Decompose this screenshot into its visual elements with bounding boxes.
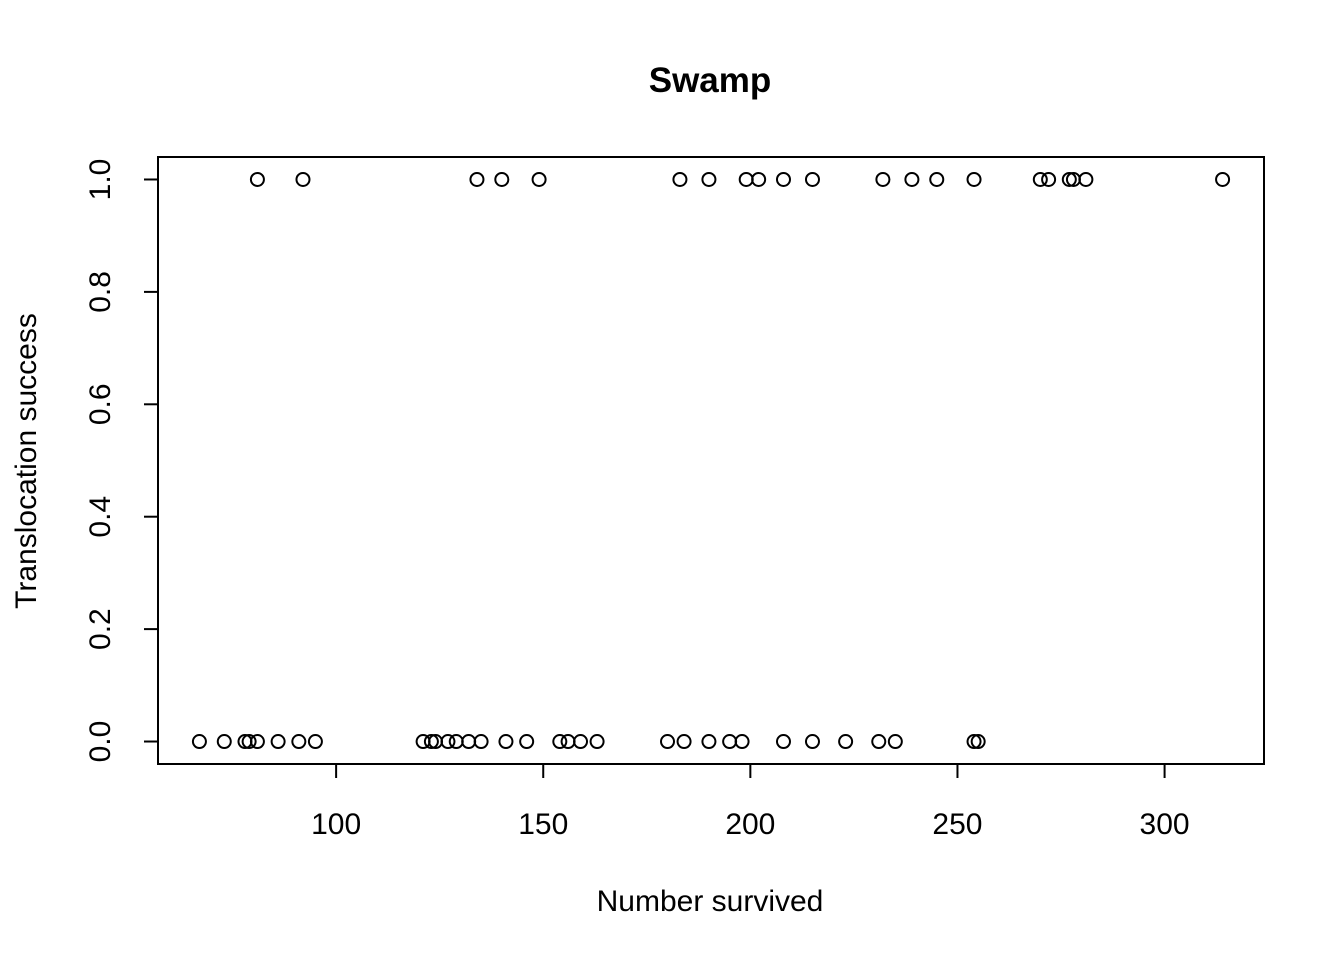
data-point (875, 171, 891, 187)
data-point (722, 734, 738, 750)
y-tick-label: 0.8 (84, 271, 117, 313)
data-point (295, 171, 311, 187)
data-point (887, 734, 903, 750)
data-point (804, 171, 820, 187)
data-point (966, 734, 982, 750)
data-point (1078, 171, 1094, 187)
y-tick-label: 0.6 (84, 383, 117, 425)
data-point (904, 171, 920, 187)
y-tick-label: 0.2 (84, 608, 117, 650)
data-point (804, 734, 820, 750)
data-point (871, 734, 887, 750)
data-point (423, 734, 439, 750)
data-point (738, 171, 754, 187)
data-point (676, 734, 692, 750)
data-point (216, 734, 232, 750)
data-point (531, 171, 547, 187)
data-point (672, 171, 688, 187)
y-tick-label: 0.0 (84, 721, 117, 763)
data-point (249, 734, 265, 750)
data-point (1032, 171, 1048, 187)
data-points (191, 171, 1231, 750)
data-point (1041, 171, 1057, 187)
data-point (291, 734, 307, 750)
data-point (838, 734, 854, 750)
data-point (701, 171, 717, 187)
data-point (1215, 171, 1231, 187)
data-point (1061, 171, 1077, 187)
data-point (734, 734, 750, 750)
data-point (573, 734, 589, 750)
x-axis-label: Number survived (597, 885, 824, 918)
data-point (775, 734, 791, 750)
data-point (191, 734, 207, 750)
data-point (307, 734, 323, 750)
data-point (775, 171, 791, 187)
data-point (249, 171, 265, 187)
data-point (473, 734, 489, 750)
y-tick-label: 1.0 (84, 159, 117, 201)
data-point (966, 171, 982, 187)
plot-frame (157, 156, 1265, 765)
data-point (241, 734, 257, 750)
data-point (270, 734, 286, 750)
x-tick-label: 100 (311, 808, 361, 841)
data-point (448, 734, 464, 750)
data-point (929, 171, 945, 187)
x-axis: 100 150 200 250 300 (311, 763, 1190, 841)
y-axis-label: Translocation success (10, 313, 43, 609)
x-tick-label: 150 (518, 808, 568, 841)
y-tick-label: 0.4 (84, 496, 117, 538)
data-point (701, 734, 717, 750)
data-point (519, 734, 535, 750)
data-point (440, 734, 456, 750)
data-point (469, 171, 485, 187)
chart-title: Swamp (649, 61, 772, 100)
data-point (552, 734, 568, 750)
x-tick-label: 200 (725, 808, 775, 841)
data-point (660, 734, 676, 750)
data-point (461, 734, 477, 750)
x-tick-label: 250 (932, 808, 982, 841)
data-point (498, 734, 514, 750)
data-point (751, 171, 767, 187)
y-axis: 0.0 0.2 0.4 0.6 0.8 1.0 (84, 159, 159, 763)
data-point (589, 734, 605, 750)
data-point (560, 734, 576, 750)
data-point (494, 171, 510, 187)
x-tick-label: 300 (1140, 808, 1190, 841)
data-point (970, 734, 986, 750)
